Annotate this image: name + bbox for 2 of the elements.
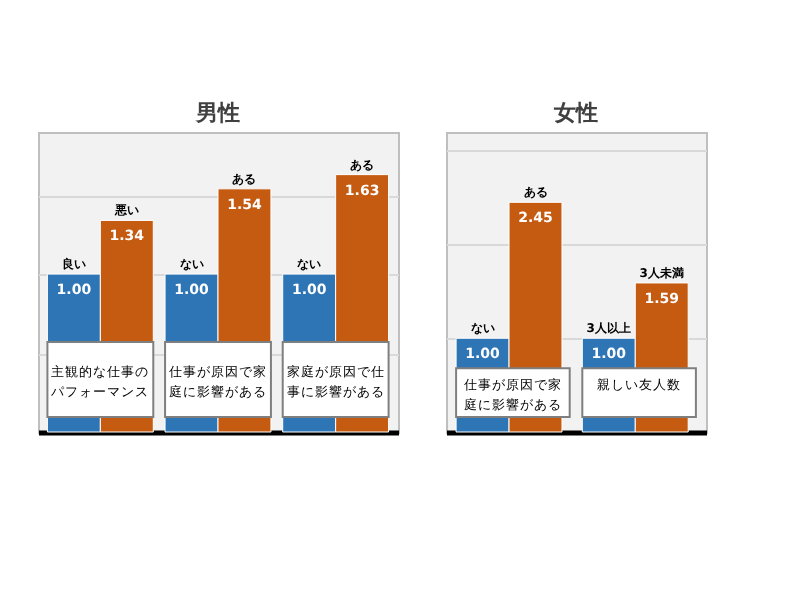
chart-title: 男性	[194, 100, 240, 126]
chart-title: 女性	[552, 100, 598, 126]
